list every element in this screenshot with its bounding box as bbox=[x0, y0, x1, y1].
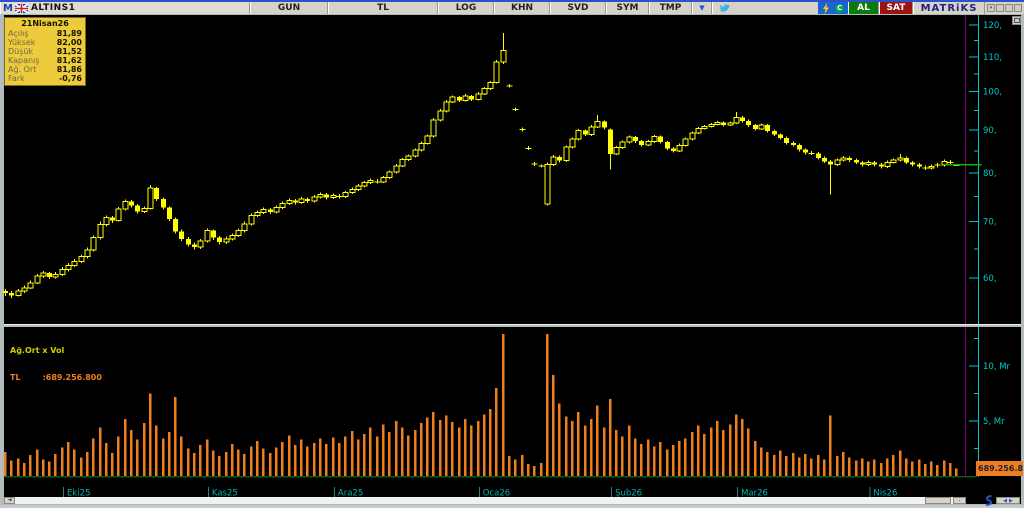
matriks-brand-logo: MATRiKS bbox=[913, 2, 985, 14]
tooltip-label: Yüksek bbox=[8, 38, 36, 47]
pager-right-icon[interactable]: ▶ bbox=[1009, 497, 1013, 504]
tooltip-label: Düşük bbox=[8, 47, 34, 56]
tooltip-value: 81,52 bbox=[56, 47, 82, 56]
tooltip-label: Kapanış bbox=[8, 56, 40, 65]
indicator-title: Ağ.Ort x Vol bbox=[10, 346, 65, 355]
period-button-gun[interactable]: GUN bbox=[250, 2, 328, 14]
log-scale-button[interactable]: LOG bbox=[438, 2, 494, 14]
toolbar-spacer bbox=[736, 2, 818, 14]
symbol-name: ALTINS1 bbox=[30, 3, 76, 13]
quick-action-cell: C bbox=[818, 2, 848, 14]
symbol-cell[interactable]: M ALTINS1 bbox=[0, 2, 250, 14]
khn-button[interactable]: KHN bbox=[494, 2, 550, 14]
minimize-button[interactable] bbox=[996, 4, 1004, 12]
matriks-swirl-icon[interactable] bbox=[981, 495, 996, 506]
twitter-bird-icon[interactable] bbox=[712, 2, 736, 14]
chart-pager-buttons[interactable]: ◀ ▶ bbox=[996, 497, 1020, 504]
window-top-edge bbox=[0, 0, 1024, 2]
close-button[interactable] bbox=[1014, 4, 1022, 12]
tooltip-value: -0,76 bbox=[58, 74, 82, 83]
pager-left-icon[interactable]: ◀ bbox=[1003, 497, 1007, 504]
restore-button[interactable] bbox=[1005, 4, 1013, 12]
currency-button-tl[interactable]: TL bbox=[328, 2, 438, 14]
svd-button[interactable]: SVD bbox=[550, 2, 606, 14]
tooltip-label: Açılış bbox=[8, 29, 29, 38]
sell-button[interactable]: SAT bbox=[879, 2, 913, 14]
tooltip-value: 82,00 bbox=[56, 38, 82, 47]
tmp-button[interactable]: TMP bbox=[649, 2, 692, 14]
tooltip-value: 81,89 bbox=[56, 29, 82, 38]
tooltip-date: 21Nisan26 bbox=[21, 19, 69, 28]
pane-splitter[interactable] bbox=[4, 324, 1021, 327]
scroll-step-button[interactable]: . bbox=[953, 497, 966, 504]
data-window-tooltip: 21Nisan26 Açılış 81,89 Yüksek 82,00 Düşük 8… bbox=[4, 17, 86, 86]
currency-label: TL bbox=[10, 373, 21, 382]
matriks-m-icon: M bbox=[3, 2, 13, 14]
sym-button[interactable]: SYM bbox=[606, 2, 649, 14]
tooltip-label: Ağ. Ort bbox=[8, 65, 37, 74]
horizontal-scrollbar: ◄ . ◀ ▶ bbox=[4, 495, 1020, 506]
chart-client-area bbox=[3, 14, 1022, 505]
chevron-down-icon[interactable]: ▼ bbox=[692, 2, 712, 14]
buy-button[interactable]: AL bbox=[848, 2, 879, 14]
window-bottom-edge bbox=[0, 505, 1024, 508]
tooltip-value: 81,86 bbox=[56, 65, 82, 74]
maximize-chart-button[interactable] bbox=[1012, 16, 1021, 25]
volume-pane-header: Ağ.Ort x Vol TL :689.256.800 bbox=[10, 328, 102, 400]
dropdown-window-button[interactable]: ▾ bbox=[987, 4, 995, 12]
scrollbar-track[interactable] bbox=[15, 497, 953, 504]
lightning-icon[interactable] bbox=[822, 2, 830, 14]
tooltip-label: Fark bbox=[8, 74, 25, 83]
scrollbar-thumb[interactable] bbox=[925, 497, 951, 504]
volume-value: :689.256.800 bbox=[42, 373, 102, 382]
window-controls: ▾ bbox=[985, 2, 1024, 14]
market-flag-icon bbox=[14, 2, 29, 14]
tooltip-value: 81,62 bbox=[56, 56, 82, 65]
connection-status-icon[interactable]: C bbox=[835, 3, 845, 13]
scroll-left-button[interactable]: ◄ bbox=[4, 497, 15, 504]
chart-toolbar: M ALTINS1 GUN TL LOG KHN SVD SYM TMP ▼ bbox=[0, 2, 1024, 14]
last-volume-badge: 689.256.8 bbox=[976, 461, 1023, 476]
scrollbar-gap bbox=[966, 497, 981, 504]
